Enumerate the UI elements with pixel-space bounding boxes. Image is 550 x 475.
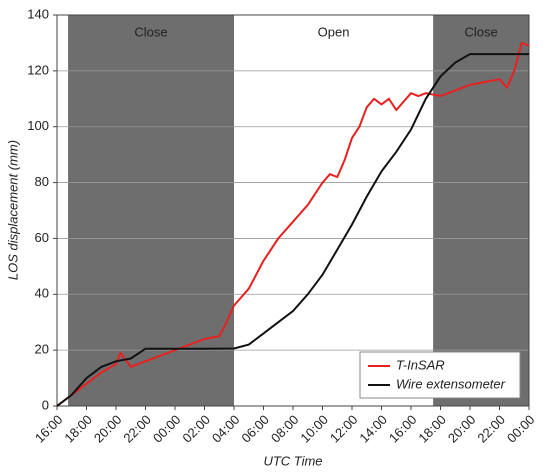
x-tick-label: 14:00	[356, 412, 390, 446]
region	[68, 15, 234, 406]
line	[56, 41, 530, 407]
region-label: Close	[134, 24, 167, 39]
legend-label: Wire extensometer	[396, 376, 506, 391]
x-tick-label: 16:00	[32, 412, 66, 446]
x-tick-label: 08:00	[268, 412, 302, 446]
y-tick-label: 140	[27, 6, 49, 21]
y-tick-label: 0	[42, 397, 49, 412]
legend: T-InSAR Wire extensometer	[359, 351, 521, 399]
x-tick-label: 22:00	[120, 412, 154, 446]
y-tick-label: 20	[35, 342, 49, 357]
y-tick-label: 80	[35, 174, 49, 189]
region-label: Open	[318, 24, 350, 39]
y-tick-label: 120	[27, 62, 49, 77]
x-tick-label: 04:00	[209, 412, 243, 446]
x-tick-label: 20:00	[445, 412, 479, 446]
x-tick-label: 00:00	[150, 412, 184, 446]
region-label: Close	[464, 24, 497, 39]
legend-label: T-InSAR	[396, 357, 445, 372]
region	[433, 15, 529, 406]
plot-frame	[56, 14, 530, 407]
x-tick-label: 16:00	[386, 412, 420, 446]
y-tick-label: 60	[35, 230, 49, 245]
x-tick-label: 22:00	[474, 412, 508, 446]
x-tick-label: 20:00	[91, 412, 125, 446]
y-tick-label: 40	[35, 286, 49, 301]
x-tick-label: 06:00	[238, 412, 272, 446]
x-tick-label: 18:00	[61, 412, 95, 446]
x-tick-label: 00:00	[504, 412, 538, 446]
y-tick-label: 100	[27, 118, 49, 133]
x-tick-label: 18:00	[415, 412, 449, 446]
legend-box	[359, 351, 521, 399]
y-axis-label: LOS displacement (mm)	[5, 140, 20, 280]
x-tick-label: 02:00	[179, 412, 213, 446]
region	[234, 15, 434, 406]
x-tick-label: 10:00	[297, 412, 331, 446]
x-axis-label: UTC Time	[263, 453, 322, 468]
x-tick-label: 12:00	[327, 412, 361, 446]
line	[56, 53, 529, 407]
